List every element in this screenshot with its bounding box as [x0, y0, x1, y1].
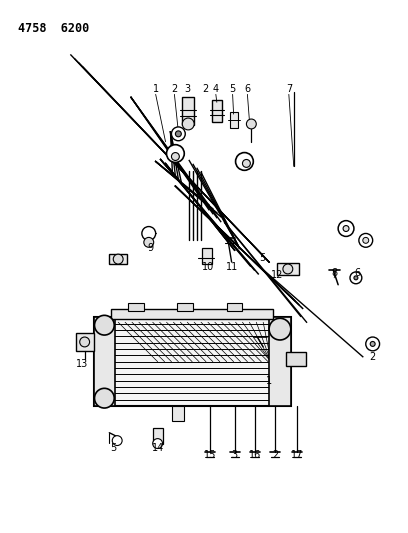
Bar: [269, 317, 291, 406]
Circle shape: [144, 237, 154, 247]
Text: 16: 16: [249, 450, 262, 461]
Circle shape: [182, 118, 194, 130]
Bar: [111, 310, 273, 319]
Bar: [153, 428, 162, 443]
Text: 14: 14: [151, 443, 164, 454]
Circle shape: [242, 159, 251, 167]
Bar: [177, 303, 193, 311]
Circle shape: [359, 233, 373, 247]
Circle shape: [246, 119, 256, 129]
Bar: [212, 100, 222, 122]
Text: 15: 15: [204, 450, 216, 461]
Bar: [202, 248, 212, 264]
Text: 10: 10: [202, 262, 214, 272]
Text: 5: 5: [229, 84, 236, 94]
Text: 11: 11: [226, 262, 238, 272]
Circle shape: [350, 272, 362, 284]
Bar: [277, 263, 299, 275]
Text: 4758  6200: 4758 6200: [18, 22, 89, 35]
Circle shape: [166, 144, 184, 163]
Circle shape: [142, 227, 156, 240]
Text: 2: 2: [370, 352, 376, 362]
Text: 17: 17: [290, 450, 303, 461]
Bar: [227, 303, 242, 311]
Text: 2: 2: [272, 450, 278, 461]
Circle shape: [235, 152, 253, 171]
Bar: [109, 254, 127, 264]
Bar: [76, 333, 93, 351]
Circle shape: [370, 342, 375, 346]
Circle shape: [113, 254, 123, 264]
Bar: [93, 317, 115, 406]
Bar: [93, 317, 291, 406]
Circle shape: [366, 337, 379, 351]
Circle shape: [171, 152, 180, 160]
Bar: [182, 98, 194, 125]
Circle shape: [95, 389, 114, 408]
Circle shape: [171, 127, 185, 141]
Circle shape: [95, 316, 114, 335]
Text: 3: 3: [184, 84, 190, 94]
Bar: [230, 112, 237, 128]
Text: 2: 2: [171, 84, 177, 94]
Text: 2: 2: [202, 84, 208, 94]
Text: 6: 6: [244, 84, 251, 94]
Circle shape: [269, 318, 291, 340]
Circle shape: [343, 225, 349, 231]
Circle shape: [175, 131, 181, 137]
Text: 12: 12: [271, 270, 283, 280]
Text: 8: 8: [331, 268, 337, 278]
Text: 7: 7: [286, 84, 292, 94]
Bar: [286, 352, 306, 366]
Circle shape: [153, 439, 162, 448]
Text: 5: 5: [259, 253, 265, 263]
Text: 1: 1: [153, 84, 159, 94]
Text: 9: 9: [148, 243, 154, 253]
Circle shape: [354, 276, 358, 280]
Text: 3: 3: [231, 450, 237, 461]
Circle shape: [338, 221, 354, 237]
Circle shape: [283, 264, 293, 274]
Text: 13: 13: [75, 359, 88, 369]
Text: 4: 4: [213, 84, 219, 94]
Bar: [128, 303, 144, 311]
Bar: [173, 406, 184, 421]
Circle shape: [363, 237, 369, 244]
Text: 5: 5: [110, 443, 116, 454]
Circle shape: [80, 337, 90, 347]
Text: 6: 6: [355, 268, 361, 278]
Text: 1: 1: [266, 376, 272, 386]
Circle shape: [112, 435, 122, 446]
